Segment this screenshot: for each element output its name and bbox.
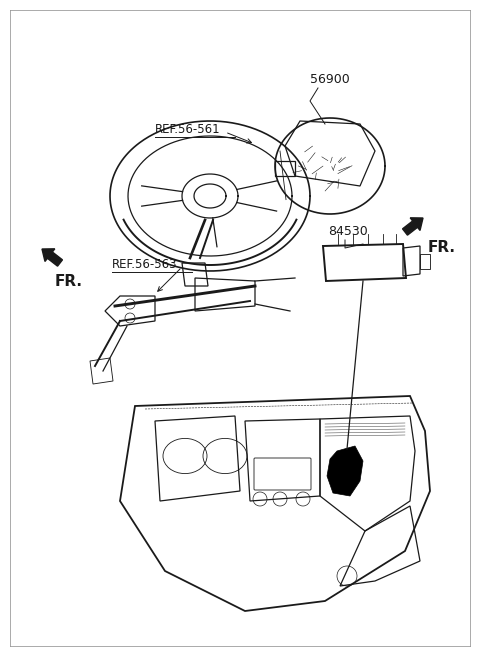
FancyArrow shape: [42, 249, 62, 266]
Polygon shape: [327, 446, 363, 496]
FancyArrow shape: [403, 218, 423, 235]
Text: FR.: FR.: [55, 274, 83, 289]
Text: 84530: 84530: [328, 225, 368, 238]
Text: REF.56-561: REF.56-561: [155, 123, 221, 136]
Text: 56900: 56900: [310, 73, 350, 86]
Text: REF.56-563: REF.56-563: [112, 258, 178, 271]
Text: FR.: FR.: [428, 241, 456, 255]
